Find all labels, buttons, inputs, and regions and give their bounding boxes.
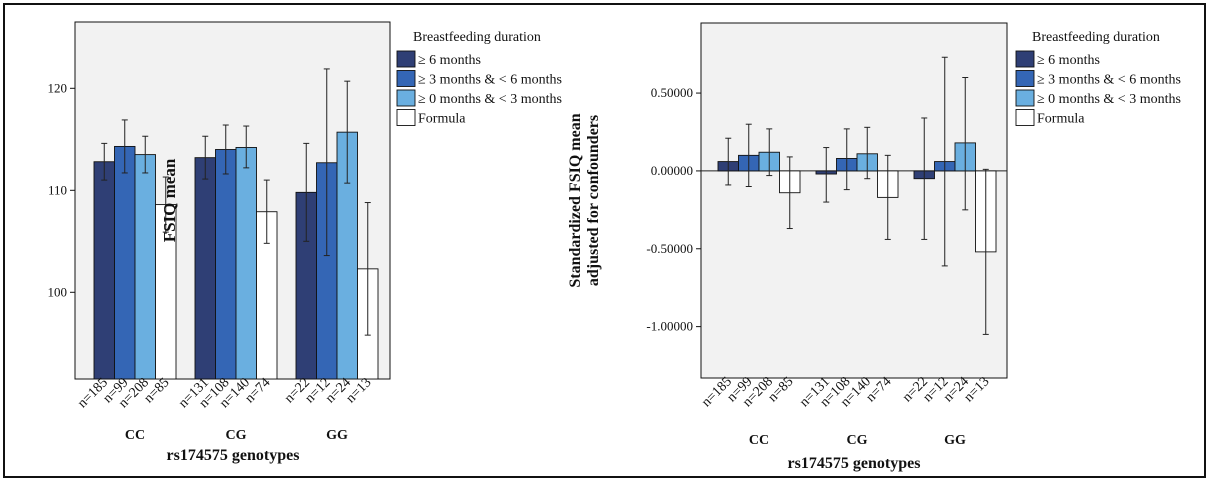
- x-axis-title: rs174575 genotypes: [788, 455, 921, 472]
- legend-label: ≥ 3 months & < 6 months: [1037, 73, 1181, 88]
- y-tick-label: -1.00000: [646, 319, 693, 334]
- y-tick-label: 120: [48, 80, 68, 95]
- legend-label: ≥ 0 months & < 3 months: [1037, 92, 1181, 107]
- bar-cc-series-2: [114, 145, 136, 380]
- legend-swatch: [396, 50, 416, 68]
- y-tick-label: 0.50000: [651, 85, 693, 100]
- legend-title: Breastfeeding duration: [1032, 30, 1160, 45]
- bar-cc-series-3: [134, 154, 156, 380]
- category-label: CC: [749, 433, 769, 448]
- legend-label: ≥ 3 months & < 6 months: [418, 73, 562, 88]
- legend-label: ≥ 6 months: [418, 53, 481, 68]
- legend-swatch: [1015, 50, 1035, 68]
- legend: Breastfeeding duration ≥ 6 months ≥ 3 mont…: [396, 30, 562, 127]
- legend-swatch: [1015, 89, 1035, 107]
- y-axis-title: FSIQ mean: [160, 158, 179, 242]
- category-label: GG: [944, 433, 966, 448]
- n-label: n=85: [766, 374, 797, 405]
- category-label: CG: [226, 428, 247, 443]
- y-tick-label: 110: [48, 182, 67, 197]
- category-label: CG: [847, 433, 868, 448]
- bar-cc-series-1: [93, 161, 115, 380]
- legend-swatch: [1015, 109, 1035, 126]
- x-axis-title: rs174575 genotypes: [167, 447, 300, 464]
- y-tick-label: 100: [48, 284, 68, 299]
- plot-area: [700, 22, 1008, 379]
- legend: Breastfeeding duration ≥ 6 months ≥ 3 mont…: [1015, 30, 1181, 127]
- category-label: GG: [326, 428, 348, 443]
- legend-swatch: [396, 70, 416, 87]
- legend-label: ≥ 6 months: [1037, 53, 1100, 68]
- y-axis-title: Standardized FSIQ meanadjusted for confo…: [567, 113, 602, 287]
- n-label: n=74: [864, 374, 895, 405]
- n-label: n=13: [962, 374, 993, 405]
- y-tick-label: 0.00000: [651, 163, 693, 178]
- n-label: n=85: [142, 375, 173, 406]
- n-label: n=74: [243, 375, 274, 406]
- legend-title: Breastfeeding duration: [413, 30, 541, 45]
- bar-cg-series-1: [194, 157, 216, 380]
- legend-label: ≥ 0 months & < 3 months: [418, 92, 562, 107]
- n-label: n=13: [344, 375, 375, 406]
- bar-cg-series-2: [215, 149, 237, 380]
- legend-label: Formula: [1037, 112, 1085, 127]
- legend-swatch: [396, 89, 416, 107]
- y-tick-label: -0.50000: [646, 241, 693, 256]
- figure-frame: 100 110 120 n=185 n=131 n=22 n=99 n=108 n=12 n=20…: [3, 3, 1206, 478]
- legend-label: Formula: [418, 112, 466, 127]
- category-label: CC: [125, 428, 145, 443]
- legend-swatch: [396, 109, 416, 126]
- bar-cg-series-3: [235, 147, 257, 380]
- legend-swatch: [1015, 70, 1035, 87]
